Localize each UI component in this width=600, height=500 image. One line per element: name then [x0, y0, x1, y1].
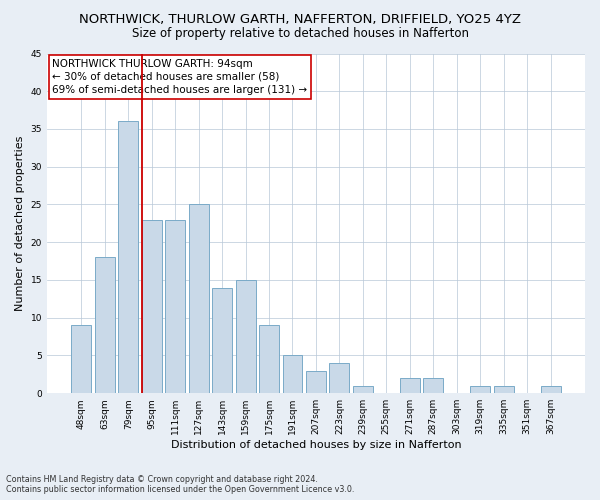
Bar: [329, 363, 349, 393]
Text: Contains HM Land Registry data © Crown copyright and database right 2024.
Contai: Contains HM Land Registry data © Crown c…: [6, 474, 355, 494]
Bar: [400, 378, 420, 393]
Bar: [165, 220, 185, 393]
X-axis label: Distribution of detached houses by size in Nafferton: Distribution of detached houses by size …: [170, 440, 461, 450]
Bar: [541, 386, 560, 393]
Bar: [188, 204, 209, 393]
Text: NORTHWICK, THURLOW GARTH, NAFFERTON, DRIFFIELD, YO25 4YZ: NORTHWICK, THURLOW GARTH, NAFFERTON, DRI…: [79, 12, 521, 26]
Bar: [212, 288, 232, 393]
Y-axis label: Number of detached properties: Number of detached properties: [15, 136, 25, 311]
Bar: [353, 386, 373, 393]
Bar: [494, 386, 514, 393]
Text: NORTHWICK THURLOW GARTH: 94sqm
← 30% of detached houses are smaller (58)
69% of : NORTHWICK THURLOW GARTH: 94sqm ← 30% of …: [52, 58, 307, 95]
Bar: [283, 356, 302, 393]
Bar: [306, 370, 326, 393]
Bar: [71, 326, 91, 393]
Bar: [118, 122, 138, 393]
Text: Size of property relative to detached houses in Nafferton: Size of property relative to detached ho…: [131, 28, 469, 40]
Bar: [470, 386, 490, 393]
Bar: [236, 280, 256, 393]
Bar: [95, 258, 115, 393]
Bar: [142, 220, 162, 393]
Bar: [259, 326, 279, 393]
Bar: [423, 378, 443, 393]
